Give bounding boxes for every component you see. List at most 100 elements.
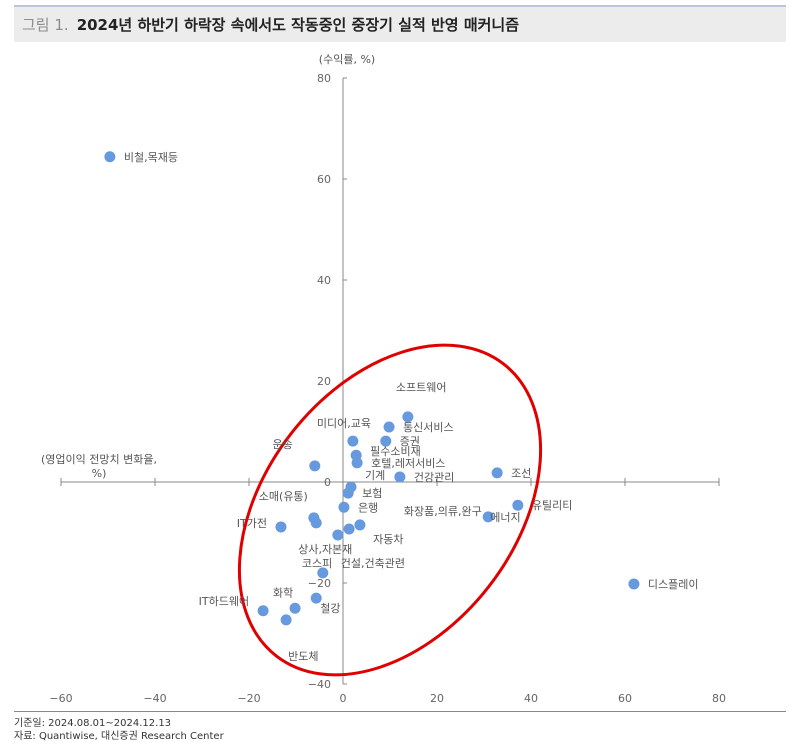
point-marker xyxy=(402,411,414,423)
point-marker xyxy=(289,602,301,614)
point-marker xyxy=(310,592,322,604)
data-point: 통신서비스 xyxy=(383,421,454,434)
point-marker xyxy=(275,521,287,533)
source-note: 자료: Quantiwise, 대신증권 Research Center xyxy=(14,731,224,742)
point-label: 유틸리티 xyxy=(532,499,572,512)
x-tick-label: 40 xyxy=(524,692,538,705)
point-marker xyxy=(280,614,292,626)
point-marker xyxy=(338,501,350,513)
point-marker xyxy=(351,457,363,469)
data-point: 보험 xyxy=(342,487,382,500)
point-label: 필수소비재 xyxy=(370,445,421,458)
point-label: 철강 xyxy=(320,602,340,615)
point-label: 에너지 xyxy=(490,511,520,524)
data-point: 소매(유통) xyxy=(259,490,320,524)
data-point: 건설,건축관련 xyxy=(317,557,405,579)
point-marker xyxy=(491,467,503,479)
data-point: 화학 xyxy=(273,586,301,614)
x-tick-label: −20 xyxy=(237,692,260,705)
point-marker xyxy=(310,517,322,529)
point-label: 비철,목재등 xyxy=(124,151,178,164)
data-point: 건강관리 xyxy=(394,471,454,484)
data-point: 비철,목재등 xyxy=(104,151,178,164)
point-label: 미디어,교육 xyxy=(317,417,371,430)
figure-number: 그림 1. xyxy=(22,16,69,34)
data-point: 철강 xyxy=(310,592,340,615)
point-label: 상사,자본재 xyxy=(298,543,352,556)
point-label: 은행 xyxy=(358,501,378,514)
data-point: 유틸리티 xyxy=(512,499,572,512)
y-tick-label: 80 xyxy=(317,72,331,85)
point-marker xyxy=(347,435,359,447)
point-label: 소프트웨어 xyxy=(396,381,447,394)
point-label: 소매(유통) xyxy=(259,490,308,503)
data-point: 디스플레이 xyxy=(628,578,699,591)
point-marker xyxy=(354,519,366,531)
data-point: 반도체 xyxy=(280,614,319,663)
footer-rule xyxy=(14,711,786,712)
point-label: IT가전 xyxy=(237,517,267,530)
point-marker xyxy=(512,499,524,511)
top-rule xyxy=(14,5,786,7)
point-label: 건설,건축관련 xyxy=(341,557,405,570)
x-tick-label: 80 xyxy=(712,692,726,705)
data-point: 에너지 xyxy=(482,511,521,524)
date-note: 기준일: 2024.08.01~2024.12.13 xyxy=(14,718,172,729)
data-point: IT하드웨어 xyxy=(199,594,269,617)
point-marker xyxy=(628,578,640,590)
y-tick-label: −40 xyxy=(308,678,331,691)
y-tick-label: 0 xyxy=(324,476,331,489)
point-label: 보험 xyxy=(362,487,382,500)
point-label: 건강관리 xyxy=(414,471,454,484)
data-point: 미디어,교육 xyxy=(317,417,371,447)
point-label: 기계 xyxy=(365,469,385,482)
y-tick-label: −20 xyxy=(308,577,331,590)
point-label: 자동차 xyxy=(373,533,403,546)
chart-axes: −60 −40 −20 0 20 40 60 80 −40 −20 0 20 40 60 80 xyxy=(49,72,726,705)
highlight-ellipse xyxy=(237,343,543,677)
x-tick-label: 20 xyxy=(430,692,444,705)
data-point: 조선 xyxy=(491,467,531,480)
data-point: 상사,자본재 xyxy=(298,517,352,556)
point-label: 증권 xyxy=(400,435,420,448)
x-axis-label-unit: %) xyxy=(92,467,107,480)
data-point: 소프트웨어 xyxy=(396,381,447,423)
point-marker xyxy=(380,435,392,447)
point-label: 통신서비스 xyxy=(403,421,454,434)
point-label: 호텔,레저서비스 xyxy=(371,457,445,470)
x-tick-label: −60 xyxy=(49,692,72,705)
point-label: 디스플레이 xyxy=(648,578,699,591)
data-point: 화장품,의류,완구 xyxy=(354,505,482,531)
point-marker xyxy=(343,523,355,535)
data-point: 은행 xyxy=(338,501,378,514)
y-axis-label: (수익률, %) xyxy=(319,53,375,66)
point-label: 화학 xyxy=(273,586,293,599)
point-marker xyxy=(257,605,269,617)
point-marker xyxy=(394,471,406,483)
point-label: IT하드웨어 xyxy=(199,594,249,608)
y-tick-label: 60 xyxy=(317,173,331,186)
data-point: 코스피 xyxy=(302,529,344,570)
x-tick-label: 0 xyxy=(340,692,347,705)
x-tick-label: 60 xyxy=(618,692,632,705)
figure-title-bar: 그림 1. 2024년 하반기 하락장 속에서도 작동중인 중장기 실적 반영 … xyxy=(14,7,786,42)
point-marker xyxy=(104,151,116,163)
data-point: 자동차 xyxy=(343,523,403,546)
x-axis-label: (영업이익 전망치 변화율, xyxy=(41,453,157,466)
data-point: IT가전 xyxy=(237,517,287,533)
point-label: 코스피 xyxy=(302,557,332,570)
y-tick-label: 20 xyxy=(317,375,331,388)
point-label: 조선 xyxy=(511,467,531,480)
figure-title: 2024년 하반기 하락장 속에서도 작동중인 중장기 실적 반영 매커니즘 xyxy=(76,16,520,34)
point-marker xyxy=(342,487,354,499)
data-point: 운송 xyxy=(273,438,321,472)
data-point: 호텔,레저서비스 xyxy=(351,457,445,470)
point-marker xyxy=(309,460,321,472)
point-label: 화장품,의류,완구 xyxy=(404,505,482,518)
data-point: 증권 xyxy=(380,435,420,448)
point-marker xyxy=(482,511,494,523)
point-label: 반도체 xyxy=(288,650,318,663)
point-marker xyxy=(383,421,395,433)
